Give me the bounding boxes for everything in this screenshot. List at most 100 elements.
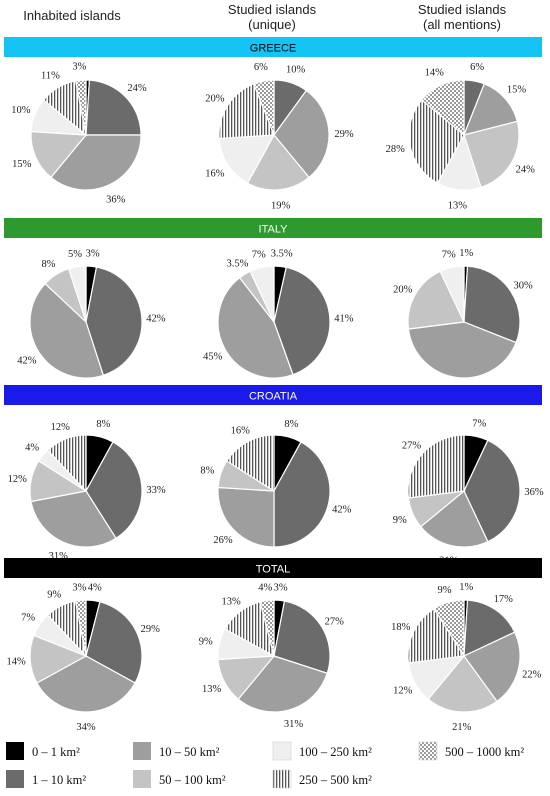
legend-label: 1 – 10 km² — [32, 773, 86, 787]
pie-slice — [85, 79, 142, 136]
column-header-studied-all-sub: (all mentions) — [423, 17, 501, 32]
pie-data-label: 24% — [516, 165, 536, 176]
pie-slice — [237, 655, 329, 713]
pie-data-label: 20% — [205, 94, 225, 105]
pie-slice — [29, 282, 105, 379]
legend-item: 0 – 1 km² — [6, 742, 80, 760]
pie-slice — [420, 79, 465, 137]
region-band — [4, 558, 542, 578]
pie-slice — [407, 321, 517, 379]
pie-data-label: 6% — [470, 62, 484, 73]
pie-slice — [249, 265, 275, 323]
pie-chart: 8% 33% 31% 12% 4% 12% — [8, 419, 166, 562]
pie-slice — [273, 89, 330, 179]
region-band — [4, 218, 542, 238]
legend-label: 0 – 1 km² — [32, 745, 80, 759]
pie-data-label: 12% — [8, 474, 28, 485]
pie-slice — [420, 490, 489, 548]
pie-chart: 24% 36% 15% 10% 11% 3% — [11, 61, 147, 205]
pie-slice — [259, 599, 275, 657]
pie-slice — [74, 599, 87, 657]
pie-data-label: 14% — [425, 68, 445, 79]
column-header-studied-unique-sub: (unique) — [248, 17, 296, 32]
pie-chart: 4% 29% 34% 14% 7% 9% 3% — [6, 582, 160, 733]
legend: 0 – 1 km² 1 – 10 km² 10 – 50 km² 50 – 100 k… — [6, 741, 524, 789]
pie-data-label: 11% — [41, 71, 60, 82]
region-band-label: TOTAL — [256, 564, 290, 576]
pie-data-label: 8% — [96, 419, 110, 430]
region-band — [4, 37, 542, 57]
pie-data-label: 13% — [202, 684, 222, 695]
pie-chart: 3% 42% 42% 8% 5% — [17, 248, 166, 379]
pie-slice — [217, 486, 275, 548]
legend-swatch — [133, 742, 151, 760]
legend-item: 50 – 100 km² — [133, 770, 226, 788]
pie-data-label: 3% — [72, 582, 86, 593]
pie-slice — [463, 599, 516, 657]
pie-data-label: 3.5% — [271, 248, 293, 259]
pie-data-label: 24% — [127, 83, 147, 94]
pie-slice — [225, 434, 275, 493]
pie-data-label: 42% — [17, 356, 37, 367]
pie-data-label: 3% — [274, 582, 288, 593]
pie-data-label: 12% — [393, 686, 413, 697]
pie-slice — [407, 607, 466, 664]
pie-slice — [407, 270, 465, 330]
pie-slice — [439, 265, 465, 323]
pie-slice — [218, 83, 275, 140]
pie-data-label: 15% — [12, 159, 32, 170]
legend-label: 50 – 100 km² — [159, 773, 226, 787]
pie-slice — [85, 266, 143, 377]
pie-data-label: 7% — [252, 250, 266, 261]
pie-data-label: 10% — [11, 105, 31, 116]
pie-data-label: 16% — [205, 169, 225, 180]
region-groups: GREECE 24% 36% 15% 10% 11% 3% 10% 29% 19% 16% 20% 6%… — [4, 37, 544, 733]
region-greece: GREECE 24% 36% 15% 10% 11% 3% 10% 29% 19% 16% 20% 6%… — [4, 37, 542, 212]
pie-data-label: 36% — [524, 487, 544, 498]
pie-slice — [463, 120, 520, 189]
pie-slice — [85, 601, 143, 684]
pie-data-label: 4% — [25, 442, 39, 453]
pie-data-label: 41% — [334, 314, 354, 325]
pie-data-label: 34% — [76, 722, 96, 733]
region-total: TOTAL 4% 29% 34% 14% 7% 9% 3% 3% 27% 31% 13% 9% 13% 4%… — [4, 558, 542, 733]
region-band-label: ITALY — [259, 224, 289, 236]
pie-data-label: 8% — [200, 465, 214, 476]
pie-data-label: 28% — [386, 144, 406, 155]
pie-slice — [427, 655, 498, 713]
pie-data-label: 15% — [507, 85, 527, 96]
pie-slice — [30, 130, 88, 179]
pie-data-label: 30% — [513, 281, 533, 292]
pie-data-label: 8% — [284, 419, 298, 430]
pie-data-label: 7% — [442, 250, 456, 261]
pie-slice — [217, 276, 294, 379]
pie-data-label: 9% — [47, 590, 61, 601]
pie-data-label: 7% — [21, 613, 35, 624]
legend-swatch — [133, 770, 151, 788]
pie-data-label: 20% — [393, 284, 413, 295]
pie-data-label: 17% — [494, 594, 514, 605]
column-headers: Inhabited islands Studied islands (uniqu… — [23, 2, 506, 32]
column-header-inhabited: Inhabited islands — [23, 8, 121, 23]
legend-item: 10 – 50 km² — [133, 742, 220, 760]
pie-data-label: 29% — [141, 624, 161, 635]
pie-chart: 3% 27% 31% 13% 9% 13% 4% — [199, 582, 344, 730]
legend-swatch — [272, 741, 292, 761]
legend-swatch — [418, 741, 438, 761]
pie-data-label: 9% — [393, 515, 407, 526]
pie-chart: 6% 15% 24% 13% 28% 14% — [386, 62, 536, 212]
region-band-label: GREECE — [250, 43, 296, 55]
region-band — [4, 385, 542, 405]
pie-data-label: 9% — [199, 637, 213, 648]
pie-data-label: 8% — [42, 259, 56, 270]
pie-data-label: 4% — [88, 583, 102, 594]
pie-data-label: 36% — [106, 194, 126, 205]
region-band-label: CROATIA — [249, 391, 298, 403]
pie-data-label: 3.5% — [226, 258, 248, 269]
pie-slice — [67, 265, 87, 323]
pie-chart: 1% 17% 22% 21% 12% 18% 9% — [391, 582, 542, 733]
pie-slice — [252, 79, 275, 136]
pie-data-label: 42% — [332, 504, 352, 515]
pie-chart: 1%30%42%20%7% — [393, 248, 533, 398]
region-italy: ITALY3%42%42%8%5%3.5%41%45%3.5%7%1%30%42… — [4, 218, 542, 398]
